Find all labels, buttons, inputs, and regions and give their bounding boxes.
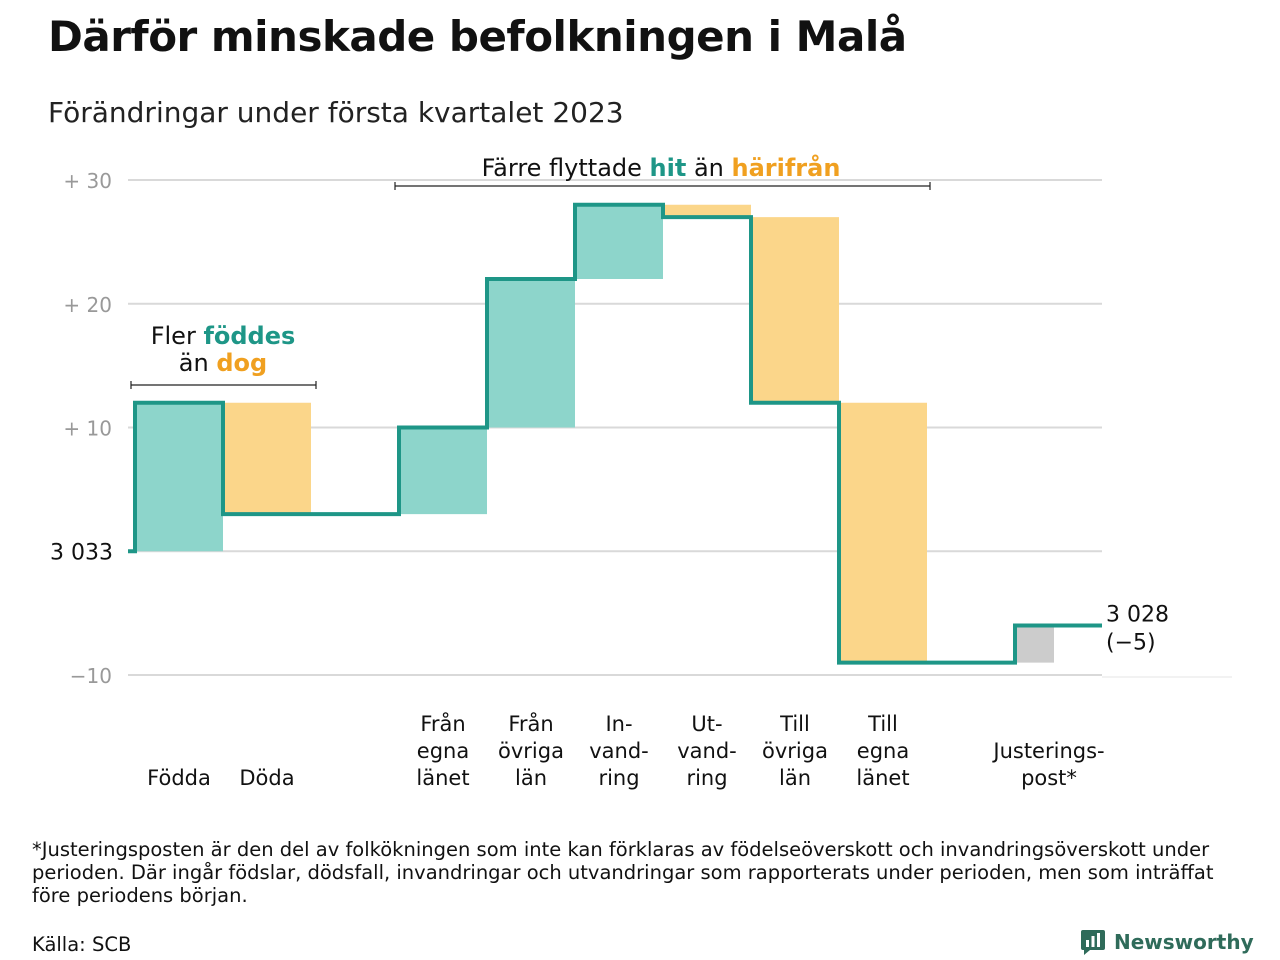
annotation-text-orange: härifrån — [732, 153, 841, 182]
newsworthy-bar-chart-icon — [1081, 930, 1105, 955]
category-label: Till — [779, 712, 810, 736]
category-label: post* — [1021, 766, 1077, 790]
labels: + 30 + 20 + 10 −10 Födda Döda Från egna länet Frå… — [50, 153, 1169, 790]
category-label: Från — [508, 711, 553, 736]
bar-increase — [399, 427, 487, 515]
y-tick-label: + 10 — [63, 417, 112, 441]
newsworthy-logo: Newsworthy — [1080, 928, 1254, 956]
category-label: egna — [417, 739, 469, 763]
migration-annotation: Färre flyttade hit än härifrån — [482, 153, 841, 182]
category-label: länet — [416, 766, 469, 790]
category-label: egna — [857, 739, 909, 763]
bar-increase — [487, 279, 575, 428]
bar-decrease — [751, 217, 839, 403]
start-value-label: 3 033 — [50, 540, 113, 565]
end-value-label: 3 028 — [1106, 603, 1169, 628]
category-label: In- — [605, 712, 632, 736]
logo-text: Newsworthy — [1114, 930, 1254, 954]
bar-decrease — [839, 402, 927, 663]
bar-adjustment — [1016, 625, 1054, 663]
category-label: län — [515, 766, 547, 790]
annotation-text-teal: föddes — [203, 322, 295, 350]
category-label: län — [779, 766, 811, 790]
category-label: Födda — [147, 766, 211, 790]
annotation-text-teal: hit — [650, 154, 687, 182]
source-label: Källa: SCB — [32, 933, 132, 956]
y-tick-label: + 20 — [63, 293, 112, 317]
bar-increase — [575, 204, 663, 279]
annotation-text-plain: Färre flyttade — [482, 154, 650, 182]
annotation-text-plain: Fler — [151, 322, 204, 350]
running-total-line — [128, 202, 1102, 665]
bar-decrease — [663, 204, 751, 218]
category-label: övriga — [762, 739, 828, 763]
bar-increase — [135, 402, 223, 552]
category-label: Från — [420, 711, 465, 736]
footnote: *Justeringsposten är den del av folkökni… — [32, 838, 1214, 907]
gridlines — [128, 179, 1232, 678]
running-total-path — [128, 202, 1102, 665]
y-tick-label: + 30 — [63, 169, 112, 193]
category-label: Ut- — [691, 712, 722, 736]
category-label: vand- — [589, 739, 649, 763]
category-label: Justerings- — [991, 739, 1104, 763]
category-label: Döda — [239, 766, 294, 790]
y-tick-label: −10 — [70, 664, 112, 688]
chart-title: Därför minskade befolkningen i Malå — [48, 12, 907, 61]
category-label: ring — [686, 766, 727, 790]
bar-decrease — [223, 402, 311, 515]
births-annotation-line2: än dog — [179, 349, 267, 377]
waterfall-chart: + 30 + 20 + 10 −10 Födda Döda Från egna länet Frå… — [50, 153, 1232, 790]
category-label: Till — [867, 712, 898, 736]
category-label: ring — [598, 766, 639, 790]
births-annotation-line1: Fler föddes — [151, 322, 296, 350]
bars — [135, 204, 1054, 663]
category-label: övriga — [498, 739, 564, 763]
chart-subtitle: Förändringar under första kvartalet 2023 — [48, 96, 624, 129]
end-change-label: (−5) — [1106, 631, 1156, 656]
annotation-text-plain: än — [686, 154, 731, 182]
annotation-text-orange: dog — [216, 349, 267, 377]
category-label: vand- — [677, 739, 737, 763]
annotation-text-plain: än — [179, 349, 217, 377]
category-label: länet — [856, 766, 909, 790]
